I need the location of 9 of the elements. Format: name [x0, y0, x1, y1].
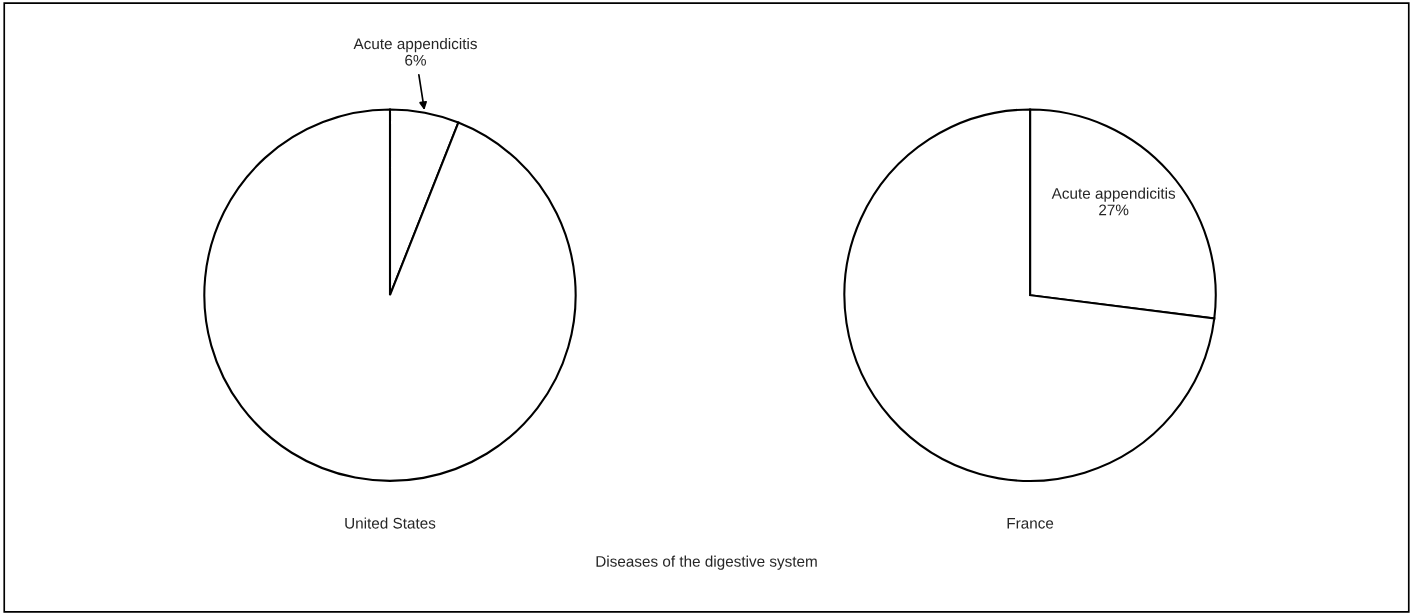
- text: France: [1007, 518, 1054, 529]
- slice-label: Acute appendicitis: [1051, 187, 1176, 202]
- data-label: 6%: [405, 54, 426, 66]
- text: Diseases of the digestive system: [596, 555, 817, 570]
- pie-slice: [203, 108, 577, 482]
- data-label: 27%: [1099, 204, 1129, 216]
- pie-slice: [843, 108, 1216, 482]
- slice-label: Acute appendicitis: [353, 37, 477, 53]
- text: United States: [345, 517, 436, 529]
